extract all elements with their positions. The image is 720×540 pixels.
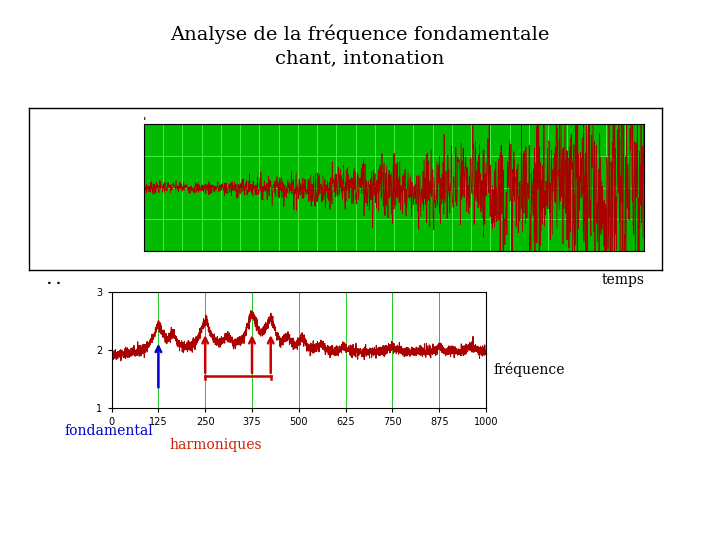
- Text: fondamental: fondamental: [65, 424, 153, 438]
- Text: Analyse de la fréquence fondamentale
chant, intonation: Analyse de la fréquence fondamentale cha…: [171, 24, 549, 68]
- Text: . .: . .: [47, 273, 60, 287]
- Text: fréquence: fréquence: [493, 362, 564, 377]
- Text: harmoniques: harmoniques: [169, 438, 262, 453]
- Text: ': ': [143, 116, 146, 129]
- Text: temps: temps: [601, 273, 644, 287]
